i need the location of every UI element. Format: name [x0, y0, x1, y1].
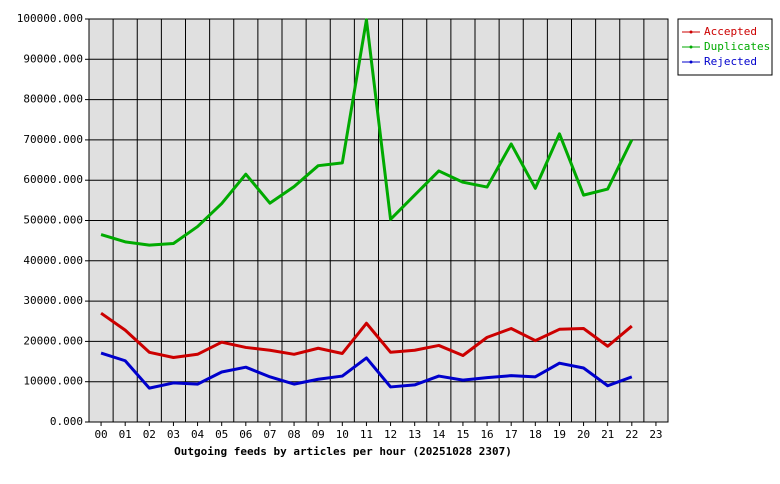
- x-tick-label: 21: [601, 428, 614, 441]
- x-tick-label: 01: [119, 428, 132, 441]
- x-axis-label: Outgoing feeds by articles per hour (202…: [174, 445, 512, 458]
- y-tick-label: 60000.000: [23, 173, 83, 186]
- y-tick-label: 50000.000: [23, 214, 83, 227]
- x-tick-label: 20: [577, 428, 590, 441]
- x-tick-label: 19: [553, 428, 566, 441]
- x-tick-label: 13: [408, 428, 421, 441]
- legend-label: Rejected: [704, 55, 757, 68]
- x-tick-label: 03: [167, 428, 180, 441]
- x-tick-label: 22: [625, 428, 638, 441]
- x-tick-label: 08: [287, 428, 300, 441]
- plot-border: [88, 18, 669, 423]
- legend-marker: [689, 30, 693, 34]
- x-tick-label: 12: [384, 428, 397, 441]
- y-tick-label: 70000.000: [23, 133, 83, 146]
- y-tick-label: 10000.000: [23, 375, 83, 388]
- x-tick-label: 07: [263, 428, 276, 441]
- y-tick-label: 30000.000: [23, 294, 83, 307]
- y-tick-label: 40000.000: [23, 254, 83, 267]
- x-tick-label: 17: [505, 428, 518, 441]
- x-tick-label: 05: [215, 428, 228, 441]
- x-tick-label: 04: [191, 428, 205, 441]
- x-tick-label: 16: [480, 428, 493, 441]
- x-tick-label: 23: [649, 428, 662, 441]
- x-tick-label: 14: [432, 428, 446, 441]
- y-tick-label: 100000.000: [17, 12, 83, 25]
- y-tick-label: 90000.000: [23, 52, 83, 65]
- y-tick-label: 0.000: [50, 415, 83, 428]
- y-tick-label: 20000.000: [23, 334, 83, 347]
- legend-label: Accepted: [704, 25, 757, 38]
- x-tick-label: 09: [312, 428, 325, 441]
- legend-label: Duplicates: [704, 40, 770, 53]
- y-tick-label: 80000.000: [23, 93, 83, 106]
- x-tick-label: 18: [529, 428, 542, 441]
- x-tick-label: 11: [360, 428, 373, 441]
- series-line: [100, 311, 633, 360]
- x-tick-label: 06: [239, 428, 252, 441]
- x-tick-label: 02: [143, 428, 156, 441]
- x-tick-label: 10: [336, 428, 349, 441]
- legend-marker: [689, 60, 693, 64]
- legend-marker: [689, 45, 693, 49]
- x-tick-label: 15: [456, 428, 469, 441]
- series-line: [100, 351, 633, 390]
- x-tick-label: 00: [94, 428, 107, 441]
- series-line: [100, 18, 634, 247]
